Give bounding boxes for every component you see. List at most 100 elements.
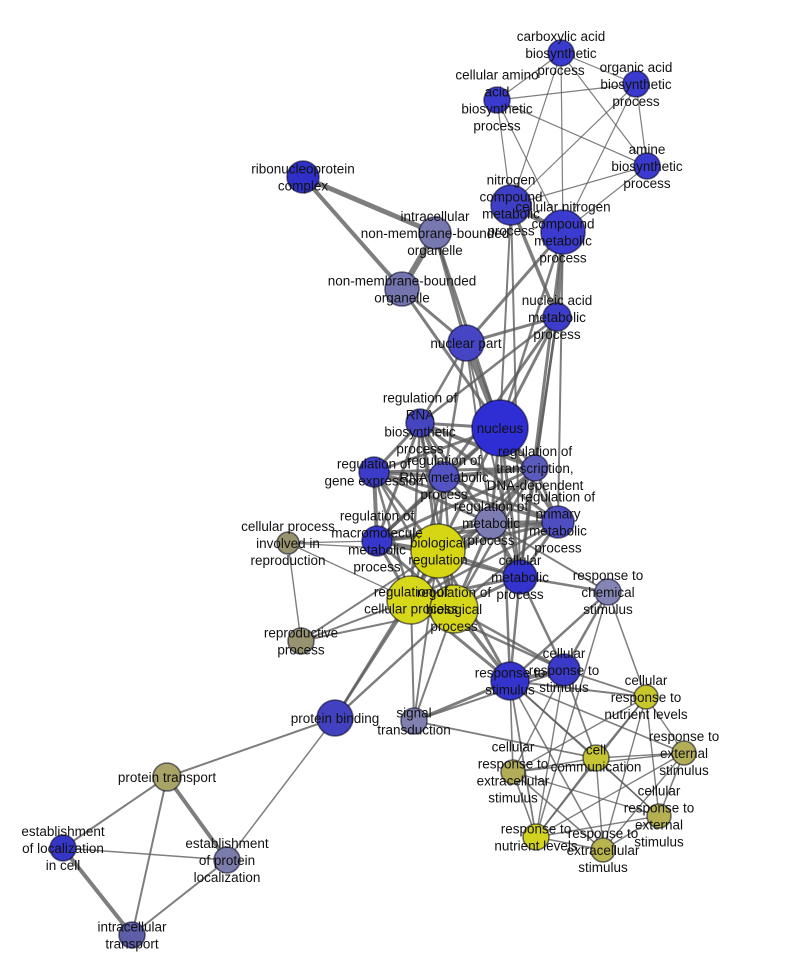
graph-node[interactable] — [646, 803, 672, 829]
graph-edge[interactable] — [562, 83, 637, 233]
graph-edge[interactable] — [496, 99, 648, 167]
graph-node[interactable] — [671, 740, 697, 766]
graph-edge[interactable] — [560, 52, 648, 167]
graph-edge[interactable] — [509, 680, 685, 754]
graph-edge[interactable] — [442, 315, 559, 479]
graph-edge[interactable] — [535, 591, 609, 838]
graph-edge[interactable] — [131, 859, 228, 936]
graph-edge[interactable] — [512, 757, 597, 773]
graph-edge[interactable] — [512, 771, 660, 817]
graph-edge[interactable] — [301, 175, 404, 291]
graph-node[interactable] — [384, 271, 420, 307]
graph-node[interactable] — [358, 456, 390, 488]
graph-edge[interactable] — [535, 752, 685, 838]
graph-node[interactable] — [541, 505, 575, 539]
graph-edge[interactable] — [166, 717, 336, 778]
graph-edge[interactable] — [560, 52, 564, 233]
graph-node[interactable] — [474, 506, 508, 540]
graph-node[interactable] — [152, 762, 182, 792]
graph-edge[interactable] — [165, 775, 229, 862]
graph-node[interactable] — [400, 707, 428, 735]
graph-node[interactable] — [490, 184, 532, 226]
graph-edge[interactable] — [510, 83, 637, 206]
graph-edge[interactable] — [418, 315, 559, 425]
graph-node[interactable] — [287, 627, 315, 655]
graph-edge[interactable] — [509, 680, 604, 851]
graph-node[interactable] — [622, 70, 650, 98]
graph-node[interactable] — [418, 216, 452, 250]
graph-edge[interactable] — [535, 669, 565, 838]
graph-node[interactable] — [547, 39, 575, 67]
graph-edge[interactable] — [62, 847, 228, 861]
graph-edge[interactable] — [300, 174, 438, 236]
graph-node[interactable] — [490, 661, 530, 701]
graph-edge[interactable] — [595, 757, 660, 817]
graph-node[interactable] — [286, 160, 320, 194]
graph-edge[interactable] — [413, 669, 565, 722]
graph-edge[interactable] — [509, 680, 647, 698]
graph-node[interactable] — [547, 653, 581, 687]
graph-edge[interactable] — [496, 83, 637, 101]
graph-edge[interactable] — [557, 231, 564, 523]
graph-node[interactable] — [594, 578, 622, 606]
graph-edge[interactable] — [535, 757, 597, 838]
graph-edge[interactable] — [490, 522, 609, 593]
graph-edge[interactable] — [464, 230, 565, 345]
graph-edge[interactable] — [131, 776, 168, 936]
graph-node[interactable] — [276, 531, 300, 555]
graph-edge[interactable] — [409, 520, 560, 602]
graph-node[interactable] — [405, 408, 435, 438]
graph-node[interactable] — [500, 759, 526, 785]
edges-layer — [61, 52, 685, 937]
graph-node[interactable] — [213, 846, 241, 874]
graph-edge[interactable] — [512, 669, 565, 773]
graph-edge[interactable] — [372, 470, 493, 525]
graph-node[interactable] — [471, 399, 529, 457]
graph-node[interactable] — [428, 461, 460, 493]
graph-edge[interactable] — [498, 230, 565, 430]
graph-edge[interactable] — [510, 52, 562, 206]
graph-node[interactable] — [542, 302, 572, 332]
graph-node[interactable] — [582, 744, 610, 772]
graph-edge[interactable] — [496, 99, 564, 233]
graph-edge[interactable] — [595, 757, 604, 851]
graph-edge[interactable] — [607, 591, 647, 698]
graph-edge[interactable] — [510, 204, 521, 578]
graph-node[interactable] — [633, 152, 661, 180]
graph-node[interactable] — [361, 525, 393, 557]
graph-edge[interactable] — [375, 466, 537, 543]
graph-node[interactable] — [540, 209, 586, 255]
graph-node[interactable] — [483, 86, 511, 114]
graph-node[interactable] — [316, 699, 354, 737]
graph-node[interactable] — [429, 584, 479, 634]
graph-edge[interactable] — [442, 341, 468, 479]
graph-edge[interactable] — [499, 204, 512, 429]
graph-node[interactable] — [410, 523, 466, 579]
graph-edge[interactable] — [508, 590, 610, 683]
graph-node[interactable] — [521, 454, 549, 482]
graph-node[interactable] — [386, 575, 436, 625]
graph-edge[interactable] — [518, 315, 559, 579]
graph-node[interactable] — [118, 921, 146, 949]
graph-node[interactable] — [502, 559, 538, 595]
graph-edge[interactable] — [595, 752, 685, 759]
graph-node[interactable] — [590, 837, 616, 863]
graph-edge[interactable] — [512, 696, 647, 773]
graph-edge[interactable] — [333, 607, 456, 720]
graph-edge[interactable] — [509, 680, 537, 838]
graph-node[interactable] — [522, 823, 550, 851]
graph-edge[interactable] — [512, 771, 604, 851]
graph-edge[interactable] — [535, 815, 660, 838]
graph-edge[interactable] — [62, 776, 168, 849]
graph-node[interactable] — [447, 324, 485, 362]
graph-edge[interactable] — [226, 717, 336, 861]
graph-edge[interactable] — [61, 846, 134, 937]
graph-node[interactable] — [49, 834, 77, 862]
graph-edge[interactable] — [287, 542, 302, 642]
graph-edge[interactable] — [510, 165, 648, 206]
graph-edge[interactable] — [465, 342, 521, 578]
graph-edge[interactable] — [413, 720, 597, 759]
graph-edge[interactable] — [442, 475, 560, 524]
graph-node[interactable] — [633, 684, 659, 710]
